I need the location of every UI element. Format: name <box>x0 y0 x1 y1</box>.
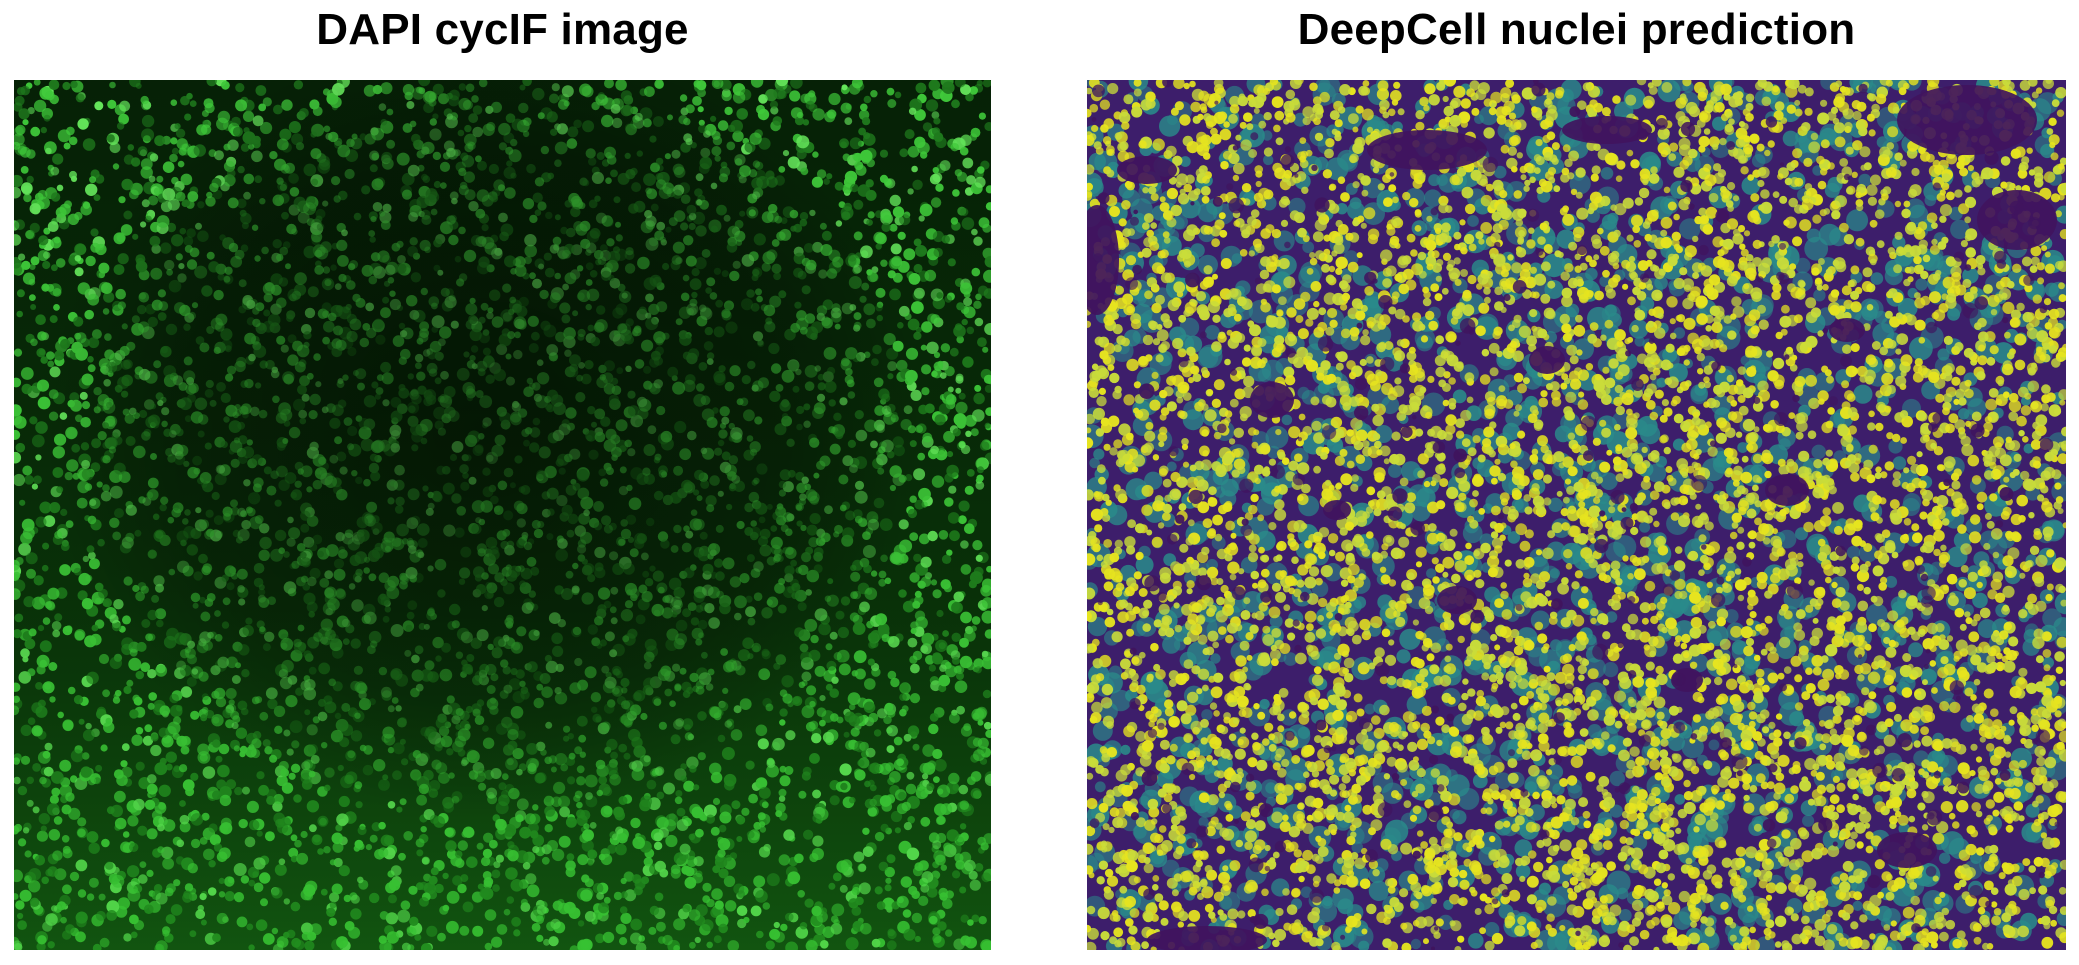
deepcell-panel: DeepCell nuclei prediction <box>1087 0 2066 950</box>
dapi-image <box>14 80 991 950</box>
panel-title-dapi: DAPI cycIF image <box>316 5 689 54</box>
dapi-panel: DAPI cycIF image <box>14 0 991 950</box>
deepcell-image <box>1087 80 2066 950</box>
panel-title-deepcell: DeepCell nuclei prediction <box>1297 5 1856 54</box>
dapi-green-fluorescence-image <box>14 80 991 950</box>
viridis-nuclei-probability-map <box>1087 80 2066 950</box>
